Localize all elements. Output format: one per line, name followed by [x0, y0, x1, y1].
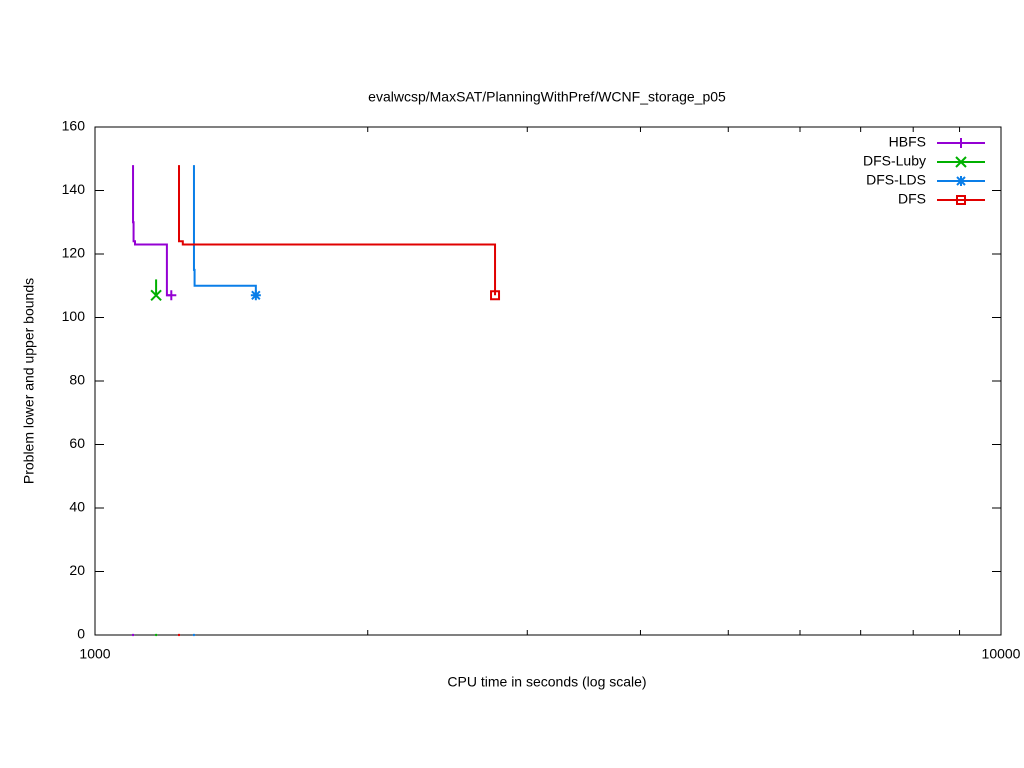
marker: [956, 195, 966, 205]
x-tick-label: 1000: [79, 646, 110, 662]
y-tick-label: 40: [69, 499, 85, 515]
y-tick-label: 120: [62, 245, 86, 261]
legend-label: HBFS: [889, 134, 926, 150]
legend-label: DFS: [898, 191, 926, 207]
y-tick-label: 0: [77, 626, 85, 642]
y-tick-label: 160: [62, 118, 86, 134]
plot-frame: [94, 126, 1002, 636]
y-tick-label: 100: [62, 308, 86, 324]
y-tick-label: 60: [69, 435, 85, 451]
marker: [150, 289, 162, 301]
lower-bound-point: [131, 633, 135, 637]
marker: [490, 290, 501, 301]
lower-bound-point: [154, 633, 158, 637]
series-line: [132, 165, 172, 297]
marker: [166, 290, 177, 301]
series-line: [178, 165, 497, 296]
x-tick-label: 10000: [982, 646, 1021, 662]
legend-label: DFS-LDS: [866, 172, 926, 188]
marker: [956, 176, 966, 186]
x-axis-label: CPU time in seconds (log scale): [447, 674, 646, 690]
marker: [955, 156, 967, 168]
lower-bound-point: [192, 633, 196, 637]
y-tick-label: 80: [69, 372, 85, 388]
series-line: [192, 165, 257, 296]
legend-label: DFS-Luby: [863, 153, 926, 169]
lower-bound-point: [177, 633, 181, 637]
marker: [250, 290, 261, 301]
y-axis-label: Problem lower and upper bounds: [21, 278, 37, 484]
chart-title: evalwcsp/MaxSAT/PlanningWithPref/WCNF_st…: [368, 89, 726, 105]
y-tick-label: 20: [69, 562, 85, 578]
y-tick-label: 140: [62, 181, 86, 197]
marker: [956, 138, 966, 148]
